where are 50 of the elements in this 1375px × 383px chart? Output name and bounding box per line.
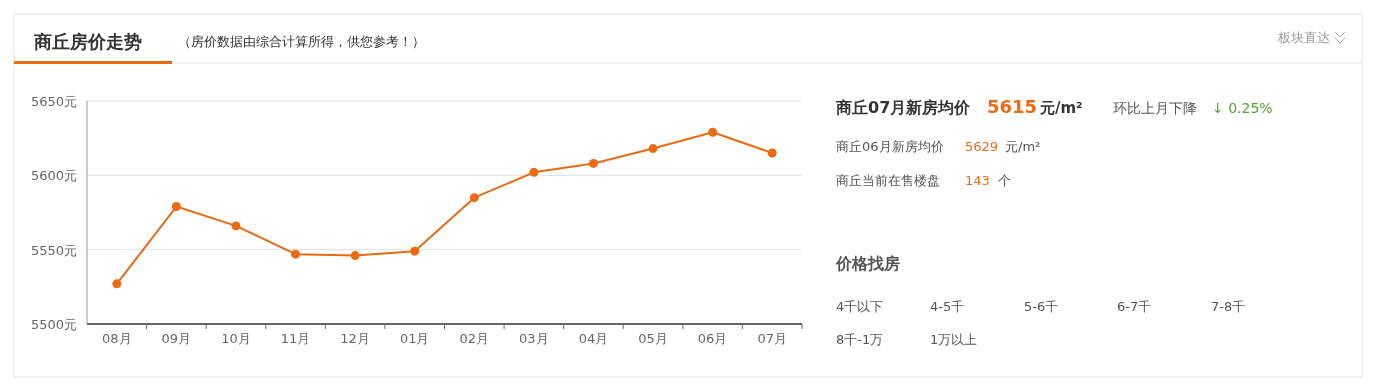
x-tick-label: 01月 xyxy=(399,331,430,346)
point xyxy=(767,148,777,158)
text: 元/m² xyxy=(1005,139,1041,154)
x-tick-label: 09月 xyxy=(161,331,192,346)
text: 5-6千 xyxy=(1024,299,1059,314)
text: 8千-1万 xyxy=(836,332,884,347)
point xyxy=(231,221,241,231)
text: 5629 xyxy=(965,139,999,154)
text: 143 xyxy=(965,173,990,188)
x-tick-label: 05月 xyxy=(638,331,668,346)
text: 板块直达 xyxy=(1277,30,1330,45)
x-tick-label: 12月 xyxy=(340,331,370,346)
x-tick-label: 04月 xyxy=(578,331,609,346)
chart-subtitle: （房价数据由综合计算所得，供您参考！） xyxy=(178,34,425,49)
x-tick-label: 06月 xyxy=(697,331,728,346)
point xyxy=(171,202,181,212)
text: 1万以上 xyxy=(930,332,978,347)
point xyxy=(469,193,479,203)
text: 6-7千 xyxy=(1117,299,1152,314)
text: 7-8千 xyxy=(1211,299,1246,314)
text: 商丘06月新房均价 xyxy=(836,139,944,154)
x-tick-label: 03月 xyxy=(519,331,549,346)
y-tick-label: 5600元 xyxy=(30,168,77,184)
chart-title: 商丘房价走势 xyxy=(33,31,142,52)
point xyxy=(708,127,718,137)
point xyxy=(648,144,658,154)
text: ↓ 0.25% xyxy=(1212,100,1273,116)
text: 环比上月下降 xyxy=(1113,100,1197,116)
point xyxy=(350,251,360,261)
text: 个 xyxy=(998,173,1011,188)
text: 商丘当前在售楼盘 xyxy=(836,173,940,188)
point xyxy=(529,167,539,177)
text: 4-5千 xyxy=(930,299,965,314)
x-tick-label: 08月 xyxy=(102,331,132,346)
text: 5615 xyxy=(987,96,1038,117)
point xyxy=(291,249,301,259)
x-tick-label: 11月 xyxy=(280,331,311,346)
text: 商丘07月新房均价 xyxy=(835,98,972,117)
y-tick-label: 5650元 xyxy=(30,94,77,109)
y-tick-label: 5500元 xyxy=(30,317,77,332)
point xyxy=(588,158,598,168)
x-tick-label: 07月 xyxy=(757,331,787,346)
x-tick-label: 02月 xyxy=(459,331,490,346)
point xyxy=(112,279,122,289)
y-tick-label: 5550元 xyxy=(30,242,77,258)
x-tick-label: 10月 xyxy=(221,331,251,346)
point xyxy=(410,246,420,256)
text: 4千以下 xyxy=(836,299,884,314)
text: 元/m² xyxy=(1039,99,1083,117)
text: 价格找房 xyxy=(835,254,900,273)
